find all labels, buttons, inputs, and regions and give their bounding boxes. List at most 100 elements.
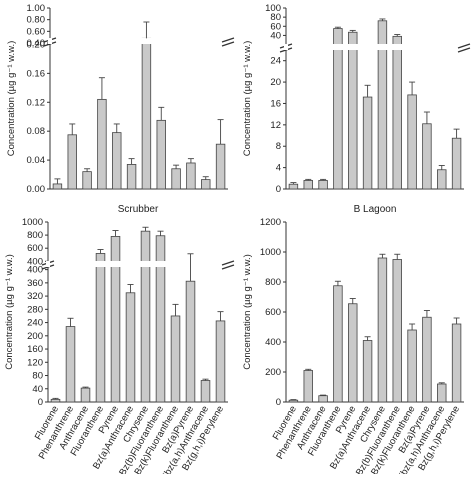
bar — [97, 98, 107, 190]
y-tick-label: 600 — [265, 307, 281, 318]
bar — [422, 316, 432, 403]
bar — [67, 134, 77, 190]
bar — [200, 380, 211, 403]
y-lower-tick-label: 160 — [27, 344, 43, 355]
axis-break-gap — [46, 261, 50, 267]
bar-break-gap — [110, 261, 121, 267]
bar — [407, 94, 417, 190]
y-tick-label: 400 — [265, 337, 281, 348]
y-upper-tick-label: 600 — [27, 243, 43, 254]
y-tick-label: 1200 — [260, 217, 281, 228]
axis-break-mark — [457, 43, 471, 49]
y-upper-tick-label: 0.80 — [27, 15, 46, 26]
bar-break-gap — [347, 44, 359, 50]
bar — [80, 387, 91, 403]
bar — [95, 253, 106, 403]
bar-break-gap — [140, 261, 151, 267]
bar — [185, 280, 196, 403]
bar — [215, 143, 226, 190]
y-upper-tick-label: 40 — [270, 30, 281, 41]
bar — [333, 285, 343, 403]
bar — [52, 183, 63, 190]
y-lower-tick-label: 4 — [276, 163, 281, 174]
y-lower-tick-label: 0.12 — [27, 97, 46, 108]
bar — [125, 292, 136, 403]
bar — [141, 37, 152, 190]
chart-panel-4: 020040060080010001200FluorenePhenanthren… — [242, 204, 464, 479]
bar — [348, 303, 358, 403]
bar — [392, 35, 402, 190]
y-lower-tick-label: 0.04 — [27, 155, 46, 166]
y-axis-label: Concentration (µg g⁻¹ w.w.) — [4, 254, 15, 370]
bar — [303, 370, 313, 403]
y-lower-tick-label: 0.20 — [27, 39, 46, 50]
y-lower-tick-label: 16 — [270, 98, 281, 109]
panel-title: Scrubber — [118, 204, 159, 215]
axis-break-mark — [221, 37, 235, 43]
y-lower-tick-label: 360 — [27, 278, 43, 289]
y-lower-tick-label: 0 — [276, 184, 281, 195]
y-lower-tick-label: 8 — [276, 141, 281, 152]
bar — [171, 168, 181, 190]
y-upper-tick-label: 400 — [27, 256, 43, 267]
axis-break-mark — [221, 264, 235, 270]
y-lower-tick-label: 20 — [270, 77, 281, 88]
bar — [126, 164, 137, 190]
y-lower-tick-label: 320 — [27, 291, 43, 302]
y-upper-tick-label: 100 — [265, 3, 281, 14]
bar — [392, 259, 402, 403]
bar — [186, 162, 196, 190]
y-upper-tick-label: 1.00 — [27, 3, 46, 14]
y-tick-label: 800 — [265, 277, 281, 288]
bar — [407, 329, 417, 403]
axis-break-gap — [284, 44, 288, 50]
y-tick-label: 1000 — [260, 247, 281, 258]
bar — [303, 180, 313, 190]
bar — [288, 399, 299, 403]
bar — [348, 31, 358, 190]
y-upper-tick-label: 800 — [27, 230, 43, 241]
bar — [50, 398, 61, 403]
axis-break-mark — [221, 41, 235, 47]
bar — [140, 230, 151, 403]
bar — [437, 169, 447, 190]
y-lower-tick-label: 240 — [27, 318, 43, 329]
bar-break-gap — [332, 44, 344, 50]
bar — [65, 326, 76, 403]
axis-break-mark — [457, 47, 471, 53]
y-lower-tick-label: 0.08 — [27, 126, 46, 137]
bar — [82, 171, 92, 190]
y-lower-tick-label: 280 — [27, 304, 43, 315]
bar — [362, 96, 373, 190]
y-lower-tick-label: 200 — [27, 331, 43, 342]
y-upper-tick-label: 0.40 — [27, 38, 46, 49]
bar — [362, 340, 373, 403]
bar — [451, 137, 462, 190]
y-axis-label: Concentration (µg g⁻¹ w.w.) — [242, 254, 253, 370]
y-lower-tick-label: 24 — [270, 56, 281, 67]
y-axis-label: Concentration (µg g⁻¹ w.w.) — [242, 41, 253, 157]
axis-break-gap — [48, 38, 52, 44]
bar-break-gap — [377, 44, 388, 50]
y-upper-tick-label: 1000 — [22, 217, 43, 228]
y-axis-label: Concentration (µg g⁻¹ w.w.) — [6, 41, 17, 157]
bar — [437, 383, 447, 403]
y-tick-label: 0 — [276, 397, 281, 408]
bar — [155, 235, 166, 403]
y-lower-tick-label: 0.00 — [27, 184, 46, 195]
bar — [318, 180, 328, 190]
bar-break-gap — [155, 261, 166, 267]
y-lower-tick-label: 80 — [32, 371, 43, 382]
y-lower-tick-label: 400 — [27, 265, 43, 276]
y-lower-tick-label: 0 — [38, 397, 43, 408]
bar — [422, 123, 432, 190]
bar — [451, 323, 462, 403]
bar — [215, 320, 226, 403]
bar — [170, 315, 181, 403]
y-lower-tick-label: 12 — [270, 120, 281, 131]
panel-title: B Lagoon — [354, 204, 397, 215]
bar — [288, 183, 299, 190]
bar — [201, 179, 211, 190]
